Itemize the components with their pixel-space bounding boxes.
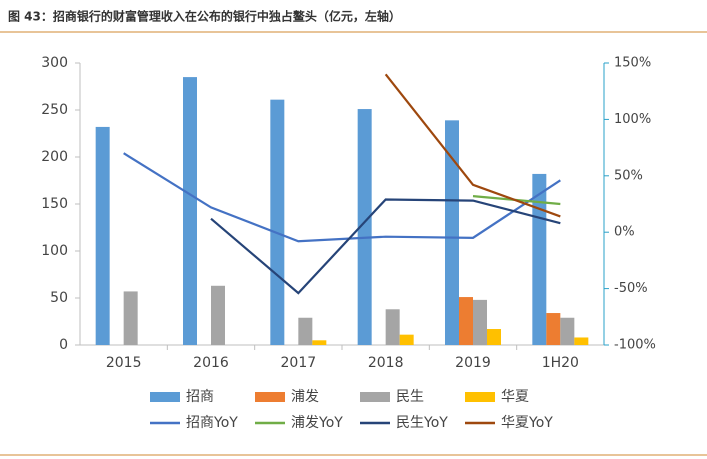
x-tick-label: 2017 (281, 355, 317, 371)
legend-label: 华夏YoY (501, 415, 553, 431)
legend-label: 浦发YoY (291, 415, 343, 431)
bar (357, 109, 372, 345)
bar (211, 285, 225, 345)
line (123, 152, 561, 243)
legend-label: 民生 (396, 389, 424, 405)
bar (385, 309, 400, 345)
legend-label: 浦发 (291, 389, 319, 405)
bar (312, 340, 327, 345)
bar (399, 334, 414, 345)
bar (459, 297, 473, 345)
y-tick-label: 150 (41, 196, 68, 212)
x-tick-label: 2018 (368, 355, 404, 371)
bar (532, 173, 547, 345)
legend-label: 民生YoY (396, 415, 448, 431)
legend-swatch (150, 392, 180, 402)
y2-tick-label: 150% (614, 56, 651, 71)
legend-swatch (255, 392, 285, 402)
line (210, 198, 561, 295)
line (384, 73, 561, 218)
legend-label: 招商YoY (186, 415, 238, 431)
y-tick-label: 250 (41, 102, 68, 118)
chart-title: 图 43：招商银行的财富管理收入在公布的银行中独占鳌头（亿元，左轴） (8, 9, 401, 24)
bar (560, 317, 575, 345)
legend-label: 招商 (186, 389, 214, 405)
legend-swatch (465, 392, 495, 402)
bar (445, 120, 459, 345)
y-tick-label: 200 (41, 149, 68, 165)
x-tick-label: 2019 (455, 355, 491, 371)
legend-swatch (360, 392, 390, 402)
x-tick-label: 2015 (106, 355, 142, 371)
y2-tick-label: -100% (614, 338, 656, 353)
bar (487, 329, 501, 345)
bar (123, 291, 138, 345)
bar (473, 299, 487, 345)
bar (546, 313, 561, 345)
legend-label: 华夏 (501, 389, 529, 405)
bar (270, 99, 285, 345)
y2-tick-label: 50% (614, 168, 643, 183)
y2-tick-label: 0% (614, 225, 635, 240)
y-tick-label: 300 (41, 55, 68, 71)
bar (574, 337, 589, 345)
bar (95, 126, 110, 345)
y-tick-label: 0 (59, 337, 68, 353)
y2-tick-label: -50% (614, 281, 648, 296)
y2-tick-label: 100% (614, 112, 651, 127)
x-tick-label: 2016 (193, 355, 229, 371)
bar (183, 77, 197, 345)
y-tick-label: 100 (41, 243, 68, 259)
bar (298, 317, 313, 345)
x-tick-label: 1H20 (542, 355, 579, 371)
y-tick-label: 50 (50, 290, 68, 306)
